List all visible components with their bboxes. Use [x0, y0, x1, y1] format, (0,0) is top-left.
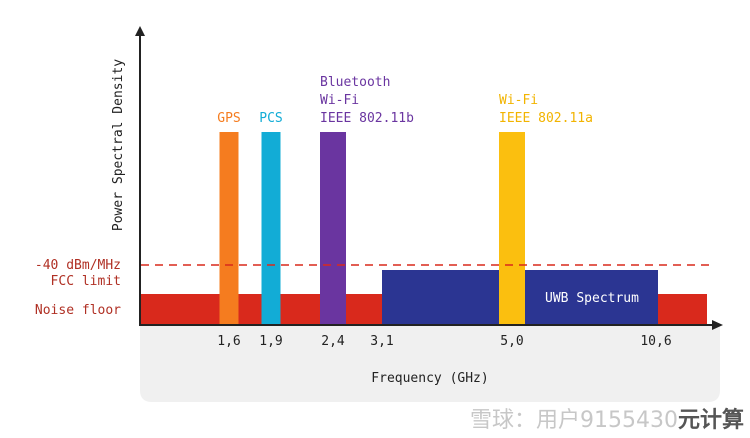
- x-axis-arrow: [712, 320, 723, 330]
- y-axis-label: Power Spectral Density: [111, 59, 126, 231]
- band-label: Wi-Fi: [320, 93, 359, 108]
- x-tick-label: 1,6: [217, 334, 240, 349]
- band-label: Bluetooth: [320, 75, 390, 90]
- band-bar-pcs: [261, 132, 281, 325]
- band-label: GPS: [217, 111, 240, 126]
- x-tick-label: 5,0: [500, 334, 523, 349]
- y-axis-arrow: [135, 26, 145, 36]
- fcc-limit-label-2: FCC limit: [51, 274, 121, 289]
- fcc-limit-label-1: -40 dBm/MHz: [35, 258, 121, 273]
- band-label: PCS: [259, 111, 282, 126]
- x-tick-label: 2,4: [321, 334, 345, 349]
- band-label: IEEE 802.11b: [320, 111, 414, 126]
- x-axis-panel: [140, 325, 720, 402]
- band-label: IEEE 802.11a: [499, 111, 593, 126]
- x-tick-label: 1,9: [259, 334, 282, 349]
- uwb-spectrum-label: UWB Spectrum: [545, 291, 639, 306]
- watermark: 雪球：用户9155430元计算: [470, 408, 744, 433]
- x-tick-label: 3,1: [370, 334, 393, 349]
- x-tick-label: 10,6: [640, 334, 671, 349]
- band-bar-wi-fi: [499, 132, 525, 325]
- band-bar-bluetooth: [320, 132, 346, 325]
- band-bar-gps: [219, 132, 239, 325]
- noise-floor-label: Noise floor: [35, 303, 121, 318]
- x-axis-label: Frequency (GHz): [371, 371, 488, 386]
- band-label: Wi-Fi: [499, 93, 538, 108]
